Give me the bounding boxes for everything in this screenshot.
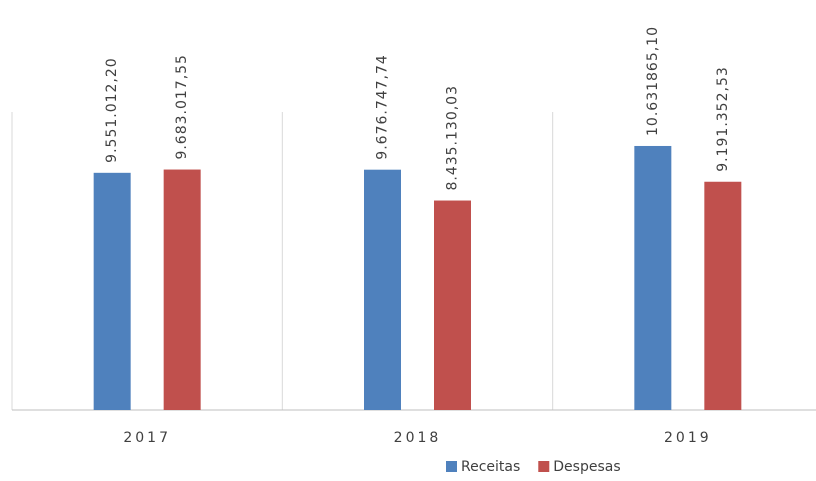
bar (704, 181, 742, 410)
x-tick-label: 2019 (664, 430, 712, 446)
legend-swatch (538, 461, 550, 472)
legend-label: Despesas (553, 459, 620, 475)
legend-label: Receitas (461, 459, 520, 475)
bar (434, 200, 471, 410)
value-label: 9.676.747,74 (375, 54, 391, 160)
value-label: 10.631865,10 (645, 26, 661, 136)
bar (364, 169, 401, 410)
legend-swatch (446, 461, 457, 472)
value-label: 9.551.012,20 (104, 57, 120, 163)
value-label: 9.683.017,55 (174, 54, 190, 160)
x-tick-label: 2017 (123, 430, 171, 446)
bar (634, 145, 672, 411)
bar (93, 172, 131, 410)
value-label: 8.435.130,03 (445, 85, 461, 191)
bar (163, 169, 201, 410)
x-tick-label: 2018 (394, 430, 442, 446)
value-label: 9.191.352,53 (715, 66, 731, 172)
